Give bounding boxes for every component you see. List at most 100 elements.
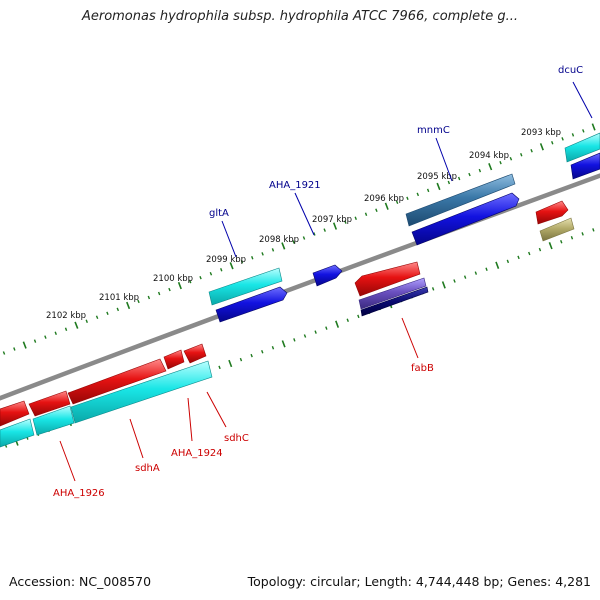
upper-scale-minor-tick — [313, 232, 316, 236]
upper-scale-major-tick — [229, 262, 234, 270]
gene-label-mnmC[interactable]: mnmC — [417, 125, 450, 136]
gene-label-sdhA[interactable]: sdhA — [135, 463, 160, 474]
lower-scale-minor-tick — [261, 349, 264, 354]
upper-scale-minor-tick — [520, 152, 523, 157]
kbp-label-2096: 2096 kbp — [364, 194, 404, 204]
upper-scale-minor-tick — [447, 180, 451, 185]
scale-ticks-upper — [2, 123, 596, 355]
gene-gltA-cyan[interactable] — [208, 267, 283, 306]
gene-mnmC-blue[interactable] — [411, 192, 520, 246]
gene-olive[interactable] — [539, 217, 575, 242]
upper-scale-minor-tick — [188, 279, 192, 284]
leader-AHA_1926 — [59, 440, 76, 482]
kbp-label-2102: 2102 kbp — [46, 311, 86, 321]
gene-AHA_1921-blue[interactable] — [312, 264, 343, 287]
lower-scale-major-tick — [335, 320, 340, 328]
leader-AHA_1924 — [187, 397, 193, 442]
gene-dcuC-cyan[interactable] — [564, 132, 600, 163]
upper-scale-minor-tick — [509, 156, 513, 161]
kbp-label-2098: 2098 kbp — [259, 235, 299, 245]
upper-scale-major-tick — [488, 163, 493, 171]
lower-scale-major-tick — [228, 359, 233, 368]
upper-scale-minor-tick — [240, 260, 244, 264]
lower-scale-major-tick — [281, 340, 286, 348]
upper-scale-minor-tick — [44, 335, 47, 339]
upper-scale-minor-tick — [157, 291, 161, 296]
gene-red-small[interactable] — [535, 200, 569, 225]
upper-scale-minor-tick — [323, 228, 326, 232]
gene-sdhC-red[interactable] — [183, 343, 207, 364]
gene-label-gltA[interactable]: gltA — [209, 208, 229, 219]
upper-scale-minor-tick — [406, 196, 409, 201]
lower-scale-major-tick — [441, 281, 446, 289]
upper-scale-minor-tick — [261, 252, 264, 256]
gene-labels: dcuC mnmC AHA_1921 gltA fabB sdhC AHA_19… — [53, 65, 583, 499]
upper-scale-minor-tick — [344, 220, 347, 224]
lower-scale-minor-tick — [463, 275, 467, 279]
upper-scale-minor-tick — [137, 299, 140, 304]
upper-scale-minor-tick — [64, 327, 68, 331]
upper-scale-minor-tick — [116, 307, 120, 312]
gene-red-edge[interactable] — [0, 400, 30, 427]
gene-sdh-cyan-long[interactable] — [70, 360, 213, 424]
gene-label-sdhC[interactable]: sdhC — [224, 433, 249, 444]
leader-mnmC — [435, 137, 453, 182]
gene-label-AHA_1924[interactable]: AHA_1924 — [171, 448, 223, 459]
upper-scale-minor-tick — [302, 236, 306, 240]
upper-scale-minor-tick — [147, 295, 151, 300]
upper-scale-minor-tick — [354, 216, 357, 220]
gene-label-dcuC[interactable]: dcuC — [558, 65, 583, 76]
gene-fabB-navy[interactable] — [360, 286, 429, 317]
lower-scale-minor-tick — [303, 334, 307, 338]
upper-scale-minor-tick — [364, 212, 368, 216]
upper-scale-major-tick — [591, 123, 596, 131]
upper-scale-minor-tick — [54, 331, 57, 335]
gene-AHA_1926-red[interactable] — [28, 390, 71, 417]
upper-scale-minor-tick — [85, 319, 88, 324]
gene-dcuC-blue[interactable] — [570, 152, 600, 180]
upper-scale-minor-tick — [416, 192, 420, 197]
lower-scale-minor-tick — [474, 271, 478, 275]
gene-label-fabB[interactable]: fabB — [411, 363, 434, 374]
gene-cyan-edge[interactable] — [0, 418, 35, 448]
kbp-label-2095: 2095 kbp — [417, 172, 457, 182]
gene-sdhA-red[interactable] — [67, 358, 167, 405]
leader-gltA — [221, 220, 237, 258]
upper-scale-minor-tick — [582, 129, 585, 133]
gene-label-AHA_1926[interactable]: AHA_1926 — [53, 488, 105, 499]
upper-scale-minor-tick — [530, 149, 533, 153]
gene-label-AHA_1921[interactable]: AHA_1921 — [269, 180, 321, 191]
upper-scale-minor-tick — [13, 347, 16, 351]
upper-scale-minor-tick — [271, 248, 275, 252]
lower-scale-minor-tick — [239, 357, 243, 362]
kbp-label-2099: 2099 kbp — [206, 255, 246, 265]
lower-scale-minor-tick — [453, 279, 456, 283]
upper-scale-major-tick — [281, 242, 286, 250]
upper-scale-major-tick — [22, 341, 27, 349]
upper-scale-minor-tick — [478, 168, 482, 173]
gene-AHA_1924-red[interactable] — [163, 349, 185, 370]
lower-scale-minor-tick — [528, 251, 531, 256]
leader-dcuC — [572, 81, 593, 119]
lower-scale-minor-tick — [250, 353, 253, 358]
kbp-label-2101: 2101 kbp — [99, 293, 139, 303]
leader-AHA_1921 — [294, 192, 315, 236]
upper-scale-minor-tick — [551, 141, 554, 145]
gene-mnmC-steel[interactable] — [405, 173, 516, 227]
gene-fabB-purple[interactable] — [358, 277, 427, 310]
genes-reverse — [0, 261, 429, 448]
gene-gltA-blue[interactable] — [215, 286, 288, 323]
gene-cyan-mid[interactable] — [32, 405, 75, 436]
upper-scale-major-tick — [177, 281, 182, 290]
lower-scale-minor-tick — [357, 314, 360, 319]
kbp-label-2097: 2097 kbp — [312, 215, 352, 225]
upper-scale-minor-tick — [426, 188, 430, 193]
lower-scale-minor-tick — [431, 287, 435, 291]
gene-fabB-red[interactable] — [354, 261, 421, 297]
upper-scale-minor-tick — [457, 176, 461, 181]
leader-sdhC — [206, 391, 227, 428]
upper-scale-major-tick — [539, 143, 544, 151]
lower-scale-minor-tick — [581, 232, 584, 236]
upper-scale-minor-tick — [571, 133, 575, 137]
lower-scale-minor-tick — [218, 365, 221, 370]
